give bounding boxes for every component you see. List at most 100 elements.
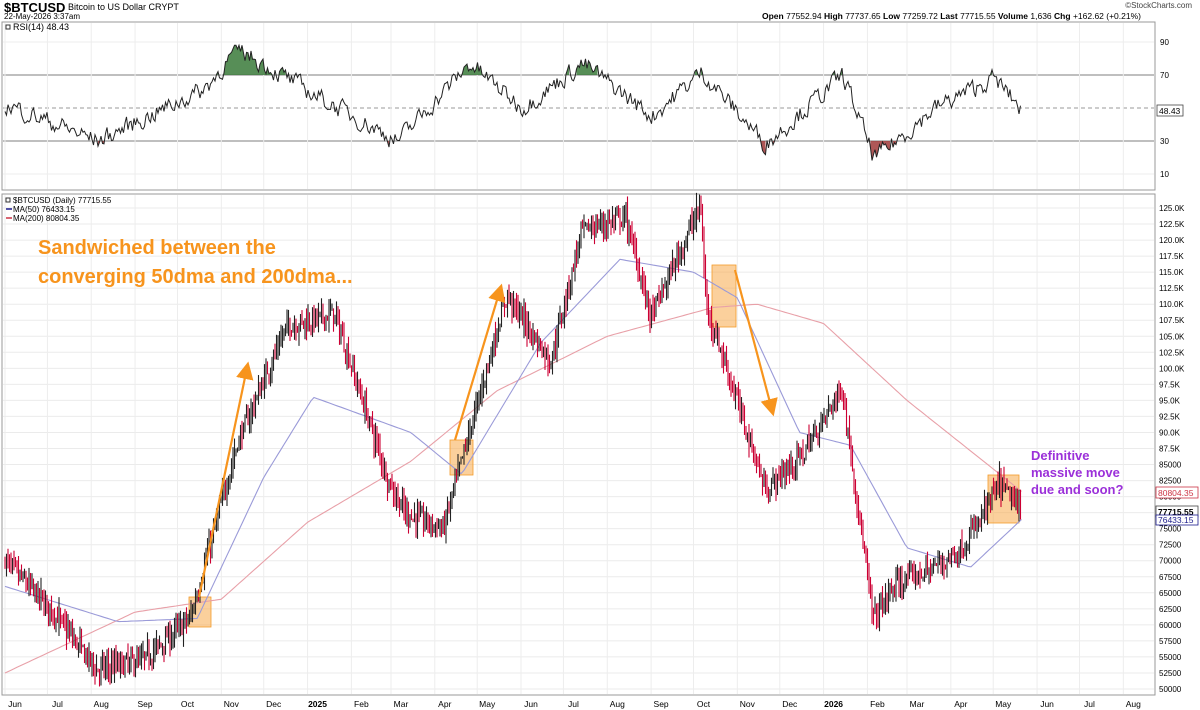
x-tick-label: Oct — [697, 699, 711, 709]
annotation-main-line2: converging 50dma and 200dma... — [38, 266, 353, 288]
x-tick-label: Mar — [910, 699, 925, 709]
legend-price: $BTCUSD (Daily) 77715.55 — [13, 196, 112, 205]
x-grid — [4, 23, 1124, 694]
x-tick-label: May — [479, 699, 496, 709]
rsi-extreme-fill — [224, 45, 272, 75]
x-tick-label: Nov — [740, 699, 756, 709]
rsi-current-tag: 48.43 — [1156, 104, 1184, 117]
rsi-extreme-fill — [870, 141, 890, 161]
price-panel-frame — [1, 193, 1156, 696]
price-tick-label: 55000 — [1159, 653, 1182, 662]
price-tick-label: 65000 — [1159, 589, 1182, 598]
x-tick-label: Aug — [1126, 699, 1141, 709]
rsi-tick-label: 10 — [1160, 170, 1169, 179]
price-tick-label: 107.5K — [1159, 316, 1185, 325]
rsi-legend: RSI(14) 48.43 — [5, 22, 69, 32]
x-tick-label: May — [995, 699, 1012, 709]
price-tick-label: 75000 — [1159, 525, 1182, 534]
price-tick-label: 60000 — [1159, 621, 1182, 630]
price-tick-label: 70000 — [1159, 557, 1182, 566]
price-tick-label: 52500 — [1159, 669, 1182, 678]
x-tick-label: 2026 — [824, 699, 843, 709]
rsi-extreme-fills — [98, 45, 992, 161]
arrow-up-2 — [453, 283, 506, 441]
svg-text:77715.55: 77715.55 — [1158, 507, 1194, 517]
svg-text:76433.15: 76433.15 — [1158, 515, 1194, 525]
arrow-up-1 — [197, 361, 254, 598]
x-tick-label: Jul — [1084, 699, 1095, 709]
rsi-tick-label: 70 — [1160, 71, 1169, 80]
ma200-line — [4, 303, 1022, 674]
price-tick-label: 100.0K — [1159, 364, 1185, 373]
symbol-name: Bitcoin to US Dollar CRYPT — [68, 2, 179, 12]
annotation-right: Definitive massive move due and soon? — [1031, 448, 1124, 497]
price-tick-label: 85000 — [1159, 461, 1182, 470]
x-tick-label: Sep — [654, 699, 669, 709]
ohlc-readout: Open 77552.94 High 77737.65 Low 77259.72… — [762, 11, 1141, 21]
rsi-line — [4, 43, 1021, 161]
rsi-extreme-fill — [893, 141, 896, 148]
tag-ma50 — [1155, 514, 1199, 526]
price-tick-label: 110.0K — [1159, 300, 1184, 309]
svg-text:48.43: 48.43 — [1159, 106, 1181, 116]
x-tick-label: Dec — [782, 699, 798, 709]
price-tick-label: 105.0K — [1159, 332, 1185, 341]
arrow-down-1 — [733, 269, 778, 417]
x-tick-label: Feb — [870, 699, 885, 709]
x-tick-label: Oct — [181, 699, 195, 709]
price-legend: $BTCUSD (Daily) 77715.55 MA(50) 76433.15… — [5, 196, 112, 223]
legend-ma50: MA(50) 76433.15 — [13, 205, 75, 214]
x-tick-label: Apr — [954, 699, 967, 709]
value-tags: 80804.35 77715.55 76433.15 — [1155, 486, 1199, 526]
price-tick-label: 112.5K — [1159, 284, 1184, 293]
price-tick-label: 62500 — [1159, 605, 1182, 614]
x-axis: Jun Jul Aug Sep Oct Nov Dec 2025 Feb Mar Apr May Jun… — [8, 699, 1141, 709]
rsi-tick-label: 30 — [1160, 137, 1169, 146]
x-tick-label: Jun — [1040, 699, 1054, 709]
rsi-extreme-fill — [761, 141, 766, 155]
chart-header: $BTCUSD Bitcoin to US Dollar CRYPT 22-Ma… — [0, 0, 1200, 22]
x-tick-label: Jul — [568, 699, 579, 709]
price-tick-label: 95.0K — [1159, 396, 1181, 405]
x-tick-label: Feb — [354, 699, 369, 709]
price-tick-label: 125.0K — [1159, 204, 1185, 213]
annotation-right-line3: due and soon? — [1031, 482, 1124, 497]
x-tick-label: Apr — [438, 699, 451, 709]
annotation-main: Sandwiched between the converging 50dma … — [38, 237, 353, 288]
x-tick-label: Sep — [138, 699, 153, 709]
symbol-label: $BTCUSD — [4, 0, 66, 15]
price-tick-label: 102.5K — [1159, 348, 1185, 357]
price-tick-label: 87.5K — [1159, 445, 1181, 454]
rsi-panel-frame — [1, 21, 1156, 191]
price-tick-label: 72500 — [1159, 541, 1182, 550]
x-tick-label: Jun — [8, 699, 22, 709]
x-tick-label: Jun — [524, 699, 538, 709]
price-tick-label: 117.5K — [1159, 252, 1184, 261]
trend-arrows — [197, 269, 778, 598]
price-tick-label: 82500 — [1159, 477, 1182, 486]
brand-logo: ©StockCharts.com — [1125, 1, 1192, 10]
x-tick-label: Aug — [610, 699, 625, 709]
x-tick-label: 2025 — [308, 699, 327, 709]
annotation-right-line1: Definitive — [1031, 448, 1090, 463]
price-tick-label: 67500 — [1159, 573, 1182, 582]
price-axis: 125.0K 122.5K 120.0K 117.5K 115.0K 112.5K 110.… — [1159, 204, 1185, 694]
x-tick-label: Mar — [394, 699, 409, 709]
price-tick-label: 120.0K — [1159, 236, 1185, 245]
legend-ma200: MA(200) 80804.35 — [13, 214, 80, 223]
annotation-right-line2: massive move — [1031, 465, 1120, 480]
x-tick-label: Jul — [52, 699, 63, 709]
svg-text:80804.35: 80804.35 — [1158, 488, 1194, 498]
chart-date: 22-May-2026 3:37am — [4, 12, 81, 21]
rsi-legend-text: RSI(14) 48.43 — [13, 22, 69, 32]
price-tick-label: 97.5K — [1159, 380, 1181, 389]
annotation-main-line1: Sandwiched between the — [38, 237, 276, 259]
rsi-grid — [3, 41, 1154, 175]
price-tick-label: 57500 — [1159, 637, 1182, 646]
price-tick-label: 50000 — [1159, 685, 1182, 694]
x-tick-label: Aug — [94, 699, 109, 709]
price-tick-label: 115.0K — [1159, 268, 1184, 277]
price-tick-label: 92.5K — [1159, 412, 1181, 421]
highlight-box-oct25 — [711, 264, 737, 328]
